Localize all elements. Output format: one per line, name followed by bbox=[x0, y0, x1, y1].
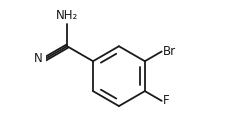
Text: Br: Br bbox=[163, 45, 176, 58]
Text: F: F bbox=[163, 94, 170, 107]
Text: N: N bbox=[34, 52, 43, 65]
Text: NH₂: NH₂ bbox=[56, 9, 78, 22]
